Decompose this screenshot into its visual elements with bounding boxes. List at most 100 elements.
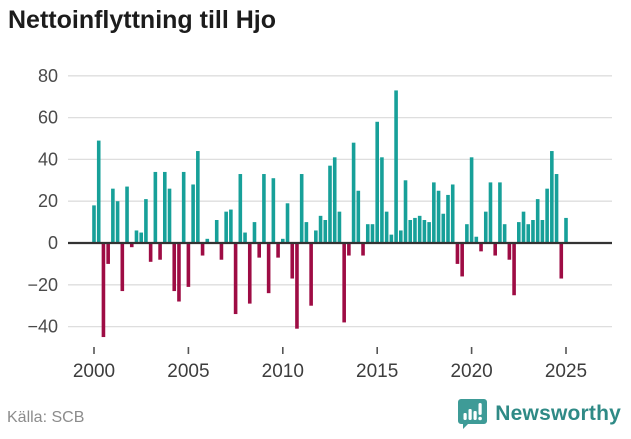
bar-2025Q1 [564,217,568,243]
bar-2010Q2 [285,203,290,243]
bar-2008Q2 [247,243,252,304]
bar-2011Q3 [309,243,313,306]
bar-2022Q1 [507,243,512,260]
bar-2001Q1 [111,188,115,243]
bar-2021Q4 [502,224,507,243]
bar-2017Q1 [413,217,417,243]
bar-2012Q4 [332,157,337,243]
bar-2005Q1 [186,243,191,287]
x-tick-label-2025: 2025 [545,361,587,382]
newsworthy-brand: Newsworthy [458,398,621,429]
bar-2003Q2 [153,171,158,243]
bar-2012Q1 [318,215,323,243]
bar-2009Q2 [266,243,271,294]
newsworthy-wordmark: Newsworthy [495,401,621,425]
bar-2021Q2 [493,243,497,256]
y-tick-label: 80 [38,66,58,86]
bar-2022Q3 [517,222,521,243]
bar-2016Q2 [399,230,403,243]
y-tick-label: 60 [38,108,58,128]
net-migration-bar-chart: 80 60 40 20 0 −20 −40 2000 2005 2010 2015 2020 2025 [27,66,612,382]
page-title: Nettoinflyttning till Hjo [8,6,277,34]
bar-2000Q2 [96,140,101,243]
bar-2013Q1 [337,211,342,243]
bar-2011Q4 [314,230,318,243]
bar-2000Q4 [106,243,110,264]
bar-2010Q1 [281,238,285,243]
bar-2014Q4 [370,224,375,243]
bar-2023Q1 [526,224,531,243]
bar-2018Q2 [436,190,441,243]
bar-2007Q4 [238,174,243,243]
bar-2023Q4 [540,220,545,243]
bar-2024Q4 [559,243,564,279]
y-tick-label: 0 [48,233,58,253]
bar-2004Q4 [181,171,186,243]
bar-2006Q4 [219,243,224,260]
bar-2022Q2 [512,243,516,296]
bar-2016Q1 [394,90,398,244]
bar-2020Q2 [474,236,479,243]
bar-2001Q3 [120,243,125,292]
bar-2024Q2 [550,151,554,243]
bar-2002Q3 [139,232,143,243]
bar-2019Q2 [455,243,460,264]
bar-2009Q1 [262,174,266,243]
bar-2018Q1 [432,182,436,243]
y-tick-label: 20 [38,191,58,211]
bar-2024Q1 [545,188,549,243]
x-tick-label-2000: 2000 [73,361,115,382]
x-tick-label-2005: 2005 [167,361,209,382]
x-tick-label-2010: 2010 [262,361,304,382]
bar-2012Q3 [328,165,332,243]
y-tick-label: 40 [38,149,58,169]
bar-2008Q4 [257,243,261,258]
y-tick-label: −20 [27,275,58,295]
bar-2008Q1 [243,232,247,243]
bar-2015Q2 [380,157,384,243]
bar-2013Q2 [342,243,346,323]
bar-2008Q3 [252,222,257,243]
bar-2007Q3 [233,243,238,315]
bar-2004Q2 [172,243,177,292]
bar-2006Q1 [205,238,210,243]
bar-2004Q1 [167,188,172,243]
bar-2005Q3 [196,151,200,243]
bar-2002Q2 [134,230,139,243]
bar-2007Q2 [229,209,233,243]
bar-2020Q4 [483,211,488,243]
bar-2011Q1 [299,174,304,243]
bar-2017Q4 [427,222,431,243]
bar-2017Q2 [417,215,422,243]
source-attribution: Källa: SCB [7,409,85,426]
x-tick-label-2015: 2015 [356,361,398,382]
bar-2003Q3 [158,243,162,260]
bar-2000Q1 [92,205,96,243]
bar-2013Q3 [347,243,351,256]
bar-2014Q1 [356,190,361,243]
bar-2010Q3 [290,243,295,279]
bar-2013Q4 [351,142,356,243]
bar-2007Q1 [224,211,228,243]
bar-2006Q3 [214,220,219,243]
bar-2009Q3 [271,178,276,243]
bar-2016Q3 [403,180,408,243]
bar-2012Q2 [323,220,328,243]
bar-2002Q4 [144,199,148,243]
chart-footer: Källa: SCB Newsworthy [0,397,631,435]
bar-2020Q3 [479,243,483,252]
newsworthy-logo-icon [458,399,488,429]
bar-2020Q1 [469,157,474,243]
bar-2004Q3 [177,243,181,302]
bar-2022Q4 [521,211,526,243]
bar-2016Q4 [408,220,413,243]
bar-2005Q4 [200,243,205,256]
bar-2010Q4 [295,243,299,329]
bar-2003Q4 [163,171,167,243]
bar-2015Q4 [389,234,394,243]
bar-2014Q2 [361,243,365,256]
bar-2019Q3 [460,243,464,277]
bar-2019Q4 [465,224,469,243]
x-tick-label-2020: 2020 [450,361,492,382]
bar-2000Q3 [101,243,106,338]
